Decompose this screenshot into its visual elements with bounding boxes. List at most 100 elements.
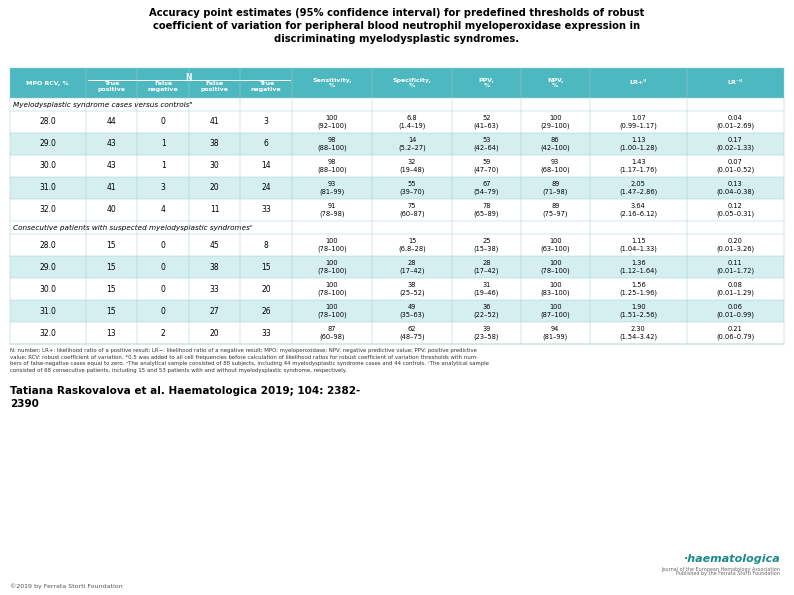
Text: 0: 0 [160,284,165,293]
Bar [10,155,784,177]
Text: 2.30
(1.54–3.42): 2.30 (1.54–3.42) [619,326,657,340]
Text: 15: 15 [106,284,116,293]
Text: 6.8
(1.4–19): 6.8 (1.4–19) [399,115,426,129]
Text: 32
(19–48): 32 (19–48) [399,159,425,173]
Text: 38: 38 [210,139,219,149]
Text: Specificity,
%: Specificity, % [392,78,431,88]
Text: 1: 1 [160,139,165,149]
Text: 0.20
(0.01–3.26): 0.20 (0.01–3.26) [716,238,754,252]
Text: 100
(29–100): 100 (29–100) [541,115,570,129]
Text: 78
(65–89): 78 (65–89) [474,203,499,217]
Bar [10,68,784,98]
Text: 0: 0 [160,240,165,249]
Bar [10,256,784,278]
Text: Tatiana Raskovalova et al. Haematologica 2019; 104: 2382-
2390: Tatiana Raskovalova et al. Haematologica… [10,386,360,409]
Text: 30: 30 [210,161,220,171]
Text: 38: 38 [210,262,219,271]
Text: 33: 33 [261,205,272,215]
Text: 100
(63–100): 100 (63–100) [541,238,570,252]
Text: 6: 6 [264,139,268,149]
Text: 1: 1 [160,161,165,171]
Text: N: N [186,73,192,82]
Text: 0.13
(0.04–0.38): 0.13 (0.04–0.38) [716,181,754,195]
Text: 32.0: 32.0 [40,328,56,337]
Text: 0.21
(0.06–0.79): 0.21 (0.06–0.79) [716,326,754,340]
Text: 1.43
(1.17–1.76): 1.43 (1.17–1.76) [619,159,657,173]
Text: 0.12
(0.05–0.31): 0.12 (0.05–0.31) [716,203,754,217]
Text: 93
(68–100): 93 (68–100) [541,159,570,173]
Text: 100
(78–100): 100 (78–100) [317,304,347,318]
Text: 45: 45 [210,240,220,249]
Text: 0.06
(0.01–0.99): 0.06 (0.01–0.99) [716,304,754,318]
Text: Myelodysplastic syndrome cases versus controlsᵃ: Myelodysplastic syndrome cases versus co… [13,101,192,108]
Text: 91
(78–98): 91 (78–98) [319,203,345,217]
Text: 28.0: 28.0 [40,240,56,249]
Text: N: number; LR+: likelihood ratio of a positive result; LR−: likelihood ratio of : N: number; LR+: likelihood ratio of a po… [10,348,489,373]
Bar [10,133,784,155]
Text: 59
(47–70): 59 (47–70) [474,159,499,173]
Bar [10,322,784,344]
Text: 0.07
(0.01–0.52): 0.07 (0.01–0.52) [716,159,754,173]
Text: 1.15
(1.04–1.33): 1.15 (1.04–1.33) [619,238,657,252]
Text: 30.0: 30.0 [40,161,56,171]
Text: 15: 15 [106,306,116,315]
Text: 98
(88–100): 98 (88–100) [317,159,347,173]
Text: 29.0: 29.0 [40,139,56,149]
Text: 1.36
(1.12–1.64): 1.36 (1.12–1.64) [619,260,657,274]
Text: 36
(22–52): 36 (22–52) [474,304,499,318]
Bar [10,177,784,199]
Text: LR⁻ᵁ: LR⁻ᵁ [728,80,743,86]
Bar [10,221,784,234]
Text: 67
(54–79): 67 (54–79) [474,181,499,195]
Text: 25
(15–38): 25 (15–38) [474,238,499,252]
Text: 40: 40 [106,205,117,215]
Text: 94
(81–99): 94 (81–99) [542,326,568,340]
Text: 0: 0 [160,117,165,127]
Text: 89
(71–98): 89 (71–98) [542,181,568,195]
Text: 11: 11 [210,205,219,215]
Text: 39
(23–58): 39 (23–58) [474,326,499,340]
Text: 0.04
(0.01–2.69): 0.04 (0.01–2.69) [716,115,754,129]
Text: Journal of the European Hematology Association: Journal of the European Hematology Assoc… [661,566,780,572]
Text: ©2019 by Ferrata Storti Foundation: ©2019 by Ferrata Storti Foundation [10,583,122,589]
Text: ·haematologica: ·haematologica [684,554,780,564]
Text: 1.07
(0.99–1.17): 1.07 (0.99–1.17) [619,115,657,129]
Text: 29.0: 29.0 [40,262,56,271]
Text: 30.0: 30.0 [40,284,56,293]
Text: 14
(5.2–27): 14 (5.2–27) [398,137,426,151]
Text: 20: 20 [210,183,219,193]
Bar [10,278,784,300]
Text: 3.64
(2.16–6.12): 3.64 (2.16–6.12) [619,203,657,217]
Text: 93
(81–99): 93 (81–99) [319,181,345,195]
Text: 100
(92–100): 100 (92–100) [318,115,347,129]
Bar [10,111,784,133]
Text: 75
(60–87): 75 (60–87) [399,203,425,217]
Text: Sensitivity,
%: Sensitivity, % [312,78,352,88]
Text: 38
(25–52): 38 (25–52) [399,282,425,296]
Text: 27: 27 [210,306,219,315]
Text: Consecutive patients with suspected myelodysplastic syndromesᶜ: Consecutive patients with suspected myel… [13,224,252,230]
Bar [10,199,784,221]
Text: 33: 33 [261,328,272,337]
Text: 15: 15 [106,262,116,271]
Text: True
negative: True negative [251,82,282,92]
Text: 28
(17–42): 28 (17–42) [474,260,499,274]
Bar [10,300,784,322]
Text: 0.17
(0.02–1.33): 0.17 (0.02–1.33) [716,137,754,151]
Text: 20: 20 [261,284,271,293]
Text: NPV,
%: NPV, % [547,78,564,88]
Text: 2.05
(1.47–2.86): 2.05 (1.47–2.86) [619,181,657,195]
Text: 100
(78–100): 100 (78–100) [317,282,347,296]
Text: 0.11
(0.01–1.72): 0.11 (0.01–1.72) [716,260,754,274]
Text: 55
(39–70): 55 (39–70) [399,181,425,195]
Text: 43: 43 [106,139,117,149]
Text: PPV,
%: PPV, % [479,78,495,88]
Text: 31.0: 31.0 [40,183,56,193]
Text: 15
(6.8–28): 15 (6.8–28) [398,238,426,252]
Text: 87
(60–98): 87 (60–98) [319,326,345,340]
Text: 24: 24 [261,183,271,193]
Text: 100
(78–100): 100 (78–100) [317,238,347,252]
Text: 89
(75–97): 89 (75–97) [542,203,568,217]
Text: 33: 33 [210,284,220,293]
Text: 0: 0 [160,306,165,315]
